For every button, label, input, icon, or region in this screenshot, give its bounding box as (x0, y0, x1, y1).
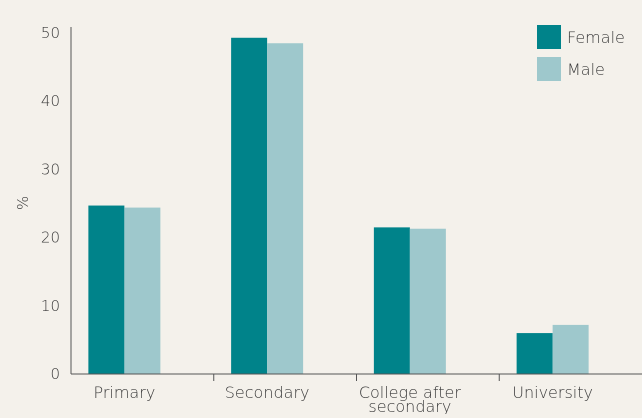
bar-male-1 (124, 207, 161, 374)
x-tick-label: College after secondary (359, 383, 462, 414)
bar-female-2 (231, 37, 268, 375)
y-tick-label: 30 (41, 160, 60, 178)
axes (70, 27, 642, 381)
bar-male-3 (409, 228, 446, 374)
bar-group (88, 37, 589, 375)
y-tick-label: 20 (41, 229, 60, 247)
y-tick-label: 10 (41, 297, 60, 315)
legend: Female Male (537, 25, 625, 81)
x-tick-label: Secondary (225, 383, 310, 402)
legend-swatch-male (537, 57, 561, 81)
bar-female-3 (373, 227, 410, 374)
legend-swatch-female (537, 25, 561, 49)
y-tick-label: 50 (41, 24, 60, 42)
x-axis-labels: Primary Secondary College after secondary Un… (93, 383, 593, 416)
y-axis-ticks: 0 10 20 30 40 50 (41, 24, 60, 383)
bar-female-4 (516, 333, 553, 374)
legend-label-female: Female (567, 28, 625, 47)
bar-male-2 (267, 43, 304, 374)
x-tick-label: Primary (93, 383, 155, 402)
bar-female-1 (88, 205, 125, 374)
y-tick-label: 0 (50, 365, 60, 383)
bar-male-4 (552, 324, 589, 374)
legend-label-male: Male (567, 60, 605, 79)
x-tick-label: University (512, 383, 593, 402)
y-tick-label: 40 (41, 92, 60, 110)
y-axis-title: % (14, 196, 32, 210)
